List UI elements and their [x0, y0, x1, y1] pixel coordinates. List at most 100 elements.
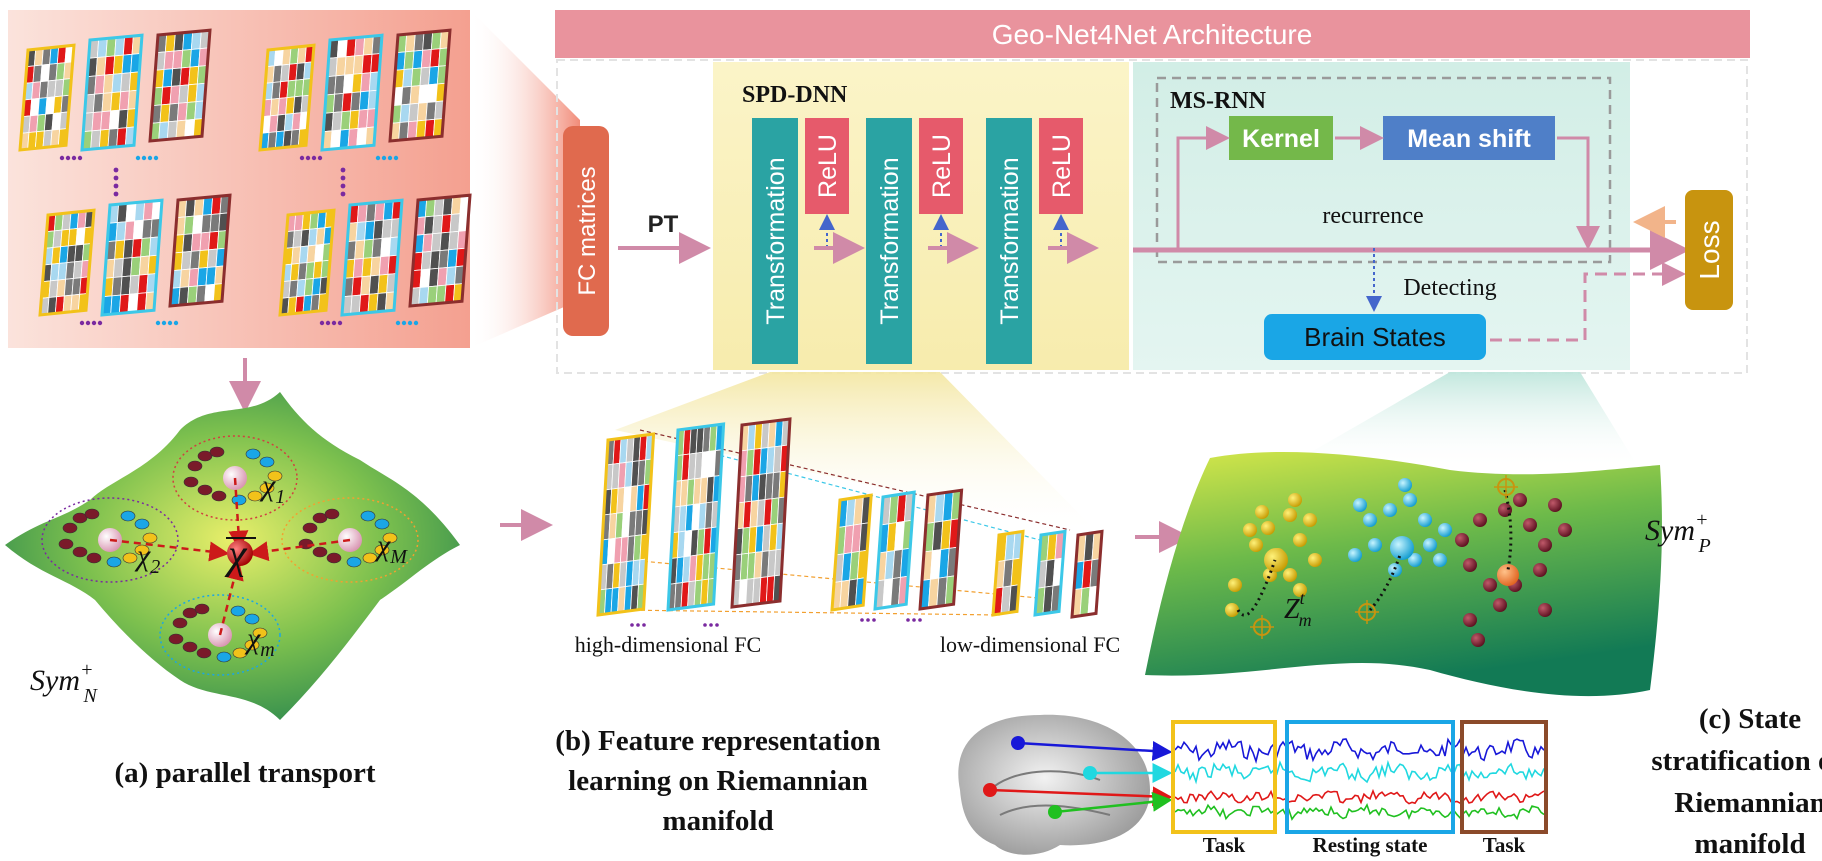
- state-trajectory: [1503, 489, 1513, 571]
- state-point-maroon: [1523, 518, 1537, 532]
- fc-matrices-panel: [8, 10, 580, 348]
- cluster-point: [374, 544, 390, 556]
- cluster-ring: [159, 594, 281, 676]
- loss-label: Loss: [1694, 220, 1725, 279]
- cluster-point: [346, 556, 362, 568]
- dot: [173, 320, 179, 326]
- caption-a: (a) parallel transport: [115, 757, 376, 789]
- cluster-label: χ1: [259, 469, 285, 508]
- state-point-gold: [1293, 583, 1307, 597]
- cluster-point: [302, 522, 318, 534]
- recurrence-label: recurrence: [1322, 203, 1423, 229]
- dot: [113, 191, 119, 197]
- resting-label: Resting state: [1313, 833, 1428, 857]
- dot: [305, 155, 311, 161]
- high-dim-label: high-dimensional FC: [575, 632, 761, 657]
- ms-rnn-title: MS-RNN: [1170, 88, 1267, 114]
- spd-fan: [615, 372, 1100, 535]
- state-point-cyan: [1438, 523, 1452, 537]
- fc-matrix-brown: [148, 28, 212, 143]
- chi-subscript: 1: [275, 486, 285, 508]
- feature-matrix: [991, 529, 1025, 617]
- feature-matrix: [666, 422, 726, 612]
- chi-subscript: M: [389, 546, 408, 568]
- brain-states-label: Brain States: [1304, 322, 1446, 352]
- cluster-point: [197, 484, 213, 496]
- fc-matrix-sets: [18, 28, 472, 326]
- state-point-gold: [1283, 568, 1297, 582]
- state-point-cyan: [1368, 538, 1382, 552]
- dot: [135, 155, 141, 161]
- dot: [161, 320, 167, 326]
- dot: [393, 155, 399, 161]
- state-point-gold: [1255, 505, 1269, 519]
- dot: [340, 183, 346, 189]
- cluster-point: [72, 512, 88, 524]
- fc-matrix-yellow: [18, 43, 76, 152]
- state-point-gold: [1283, 508, 1297, 522]
- cluster-point: [324, 508, 340, 520]
- mean-point: [227, 540, 253, 566]
- state-point-maroon: [1498, 503, 1512, 517]
- cluster-point: [326, 552, 342, 564]
- state-point-gold: [1303, 513, 1317, 527]
- state-trajectory: [1236, 559, 1277, 617]
- dot: [401, 320, 407, 326]
- transformation-label: Transformation: [762, 157, 790, 324]
- brain-image: [958, 714, 1150, 855]
- cluster-point: [209, 446, 225, 458]
- matrix-frame: [38, 208, 96, 317]
- relu-block: [805, 118, 849, 214]
- timeseries-line: [1174, 759, 1545, 785]
- matrix-frame: [730, 417, 792, 609]
- dot: [85, 320, 91, 326]
- dot: [642, 623, 646, 627]
- cluster-point: [374, 518, 390, 530]
- matrix-frame: [80, 33, 144, 152]
- feature-matrices: [596, 417, 1104, 627]
- spd-dnn-layers: Transformation ReLU Transformation ReLU Tran…: [752, 118, 1099, 364]
- sym-p-label: Sym+ P: [1645, 509, 1711, 557]
- relu-block: [1039, 118, 1083, 214]
- dot: [113, 167, 119, 173]
- relu-label: ReLU: [928, 134, 956, 198]
- dot: [395, 320, 401, 326]
- fc-matrix-yellow: [278, 208, 336, 317]
- dot: [872, 618, 876, 622]
- fc-matrix-yellow: [258, 43, 316, 152]
- brain-line-green: [1054, 791, 1173, 814]
- cluster-point: [247, 490, 263, 502]
- matrix-frame: [873, 490, 916, 611]
- title-text: Geo-Net4Net Architecture: [992, 19, 1313, 50]
- feature-matrix: [730, 417, 792, 609]
- matrix-frame: [258, 43, 316, 152]
- cluster-point: [232, 647, 248, 659]
- cluster-point: [58, 538, 74, 550]
- state-point-maroon: [1533, 563, 1547, 577]
- dot: [153, 155, 159, 161]
- brain-line-blue: [1017, 740, 1173, 761]
- fc-matrix-cyan: [340, 198, 404, 317]
- cluster-point: [231, 494, 247, 506]
- cluster-point: [182, 641, 198, 653]
- feature-matrix: [918, 488, 964, 611]
- cluster-point: [245, 448, 261, 460]
- state-point-maroon: [1463, 558, 1477, 572]
- cluster-point: [168, 633, 184, 645]
- task-window-2: [1460, 720, 1548, 834]
- dot: [912, 618, 916, 622]
- matrix-frame: [1033, 529, 1067, 617]
- transformation-block: [752, 118, 798, 364]
- cluster-point: [230, 605, 246, 617]
- dot: [77, 155, 83, 161]
- state-point-maroon: [1473, 513, 1487, 527]
- dot: [866, 618, 870, 622]
- timeseries-line: [1174, 737, 1545, 765]
- matrix-frame: [408, 193, 472, 308]
- fc-matrix-brown: [168, 193, 232, 308]
- cluster-point: [360, 510, 376, 522]
- state-point-cyan: [1363, 513, 1377, 527]
- matrix-frame: [918, 488, 964, 611]
- state-point-gold: [1288, 493, 1302, 507]
